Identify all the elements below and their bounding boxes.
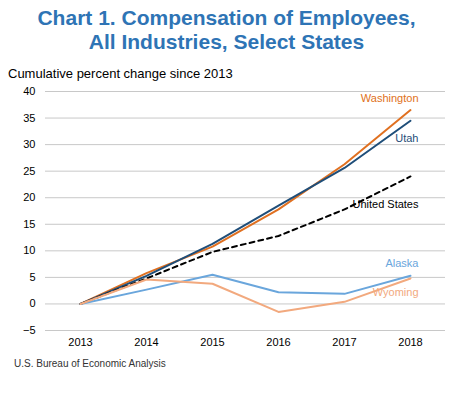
svg-text:2015: 2015 (200, 336, 224, 348)
svg-text:10: 10 (23, 244, 35, 256)
svg-text:−5: −5 (23, 324, 36, 336)
svg-text:5: 5 (29, 271, 35, 283)
svg-text:15: 15 (23, 218, 35, 230)
svg-text:Utah: Utah (395, 132, 418, 144)
svg-text:2013: 2013 (68, 336, 92, 348)
html-text:U.S. Bureau of Economic Analys: U.S. Bureau of Economic Analysis (14, 358, 166, 369)
svg-text:20: 20 (23, 191, 35, 203)
svg-text:Wyoming: Wyoming (373, 286, 419, 298)
html-text:Chart 1. Compensation of Emplo: Chart 1. Compensation of Employees, All … (37, 6, 416, 53)
svg-text:2016: 2016 (266, 336, 290, 348)
svg-text:40: 40 (23, 85, 35, 97)
svg-text:2014: 2014 (134, 336, 158, 348)
svg-text:2018: 2018 (398, 336, 422, 348)
svg-text:United States: United States (352, 198, 419, 210)
svg-text:30: 30 (23, 138, 35, 150)
svg-text:35: 35 (23, 112, 35, 124)
svg-text:0: 0 (29, 297, 35, 309)
svg-text:Washington: Washington (361, 92, 419, 104)
svg-text:25: 25 (23, 165, 35, 177)
html-text:Cumulative percent change sinc: Cumulative percent change since 2013 (8, 66, 233, 81)
svg-text:Alaska: Alaska (385, 257, 419, 269)
svg-text:2017: 2017 (332, 336, 356, 348)
